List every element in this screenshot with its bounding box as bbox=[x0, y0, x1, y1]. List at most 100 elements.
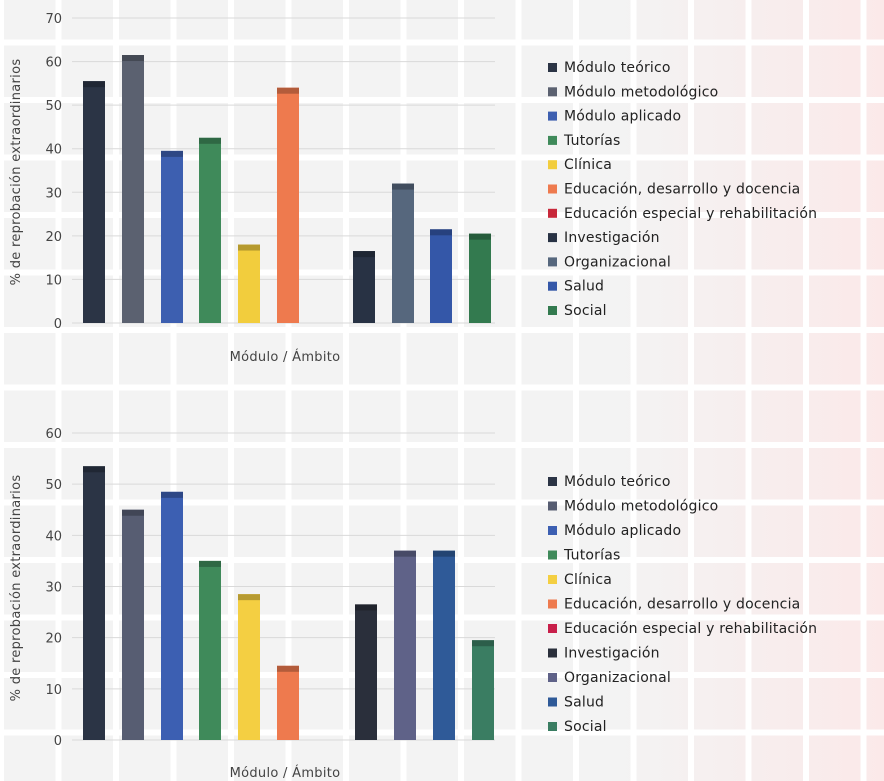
chart2-legend-label: Clínica bbox=[564, 572, 612, 588]
chart2-bar-cap bbox=[355, 604, 377, 611]
chart2-bar-cap bbox=[433, 550, 455, 557]
chart2-y-tick-label: 0 bbox=[54, 734, 62, 749]
chart1-legend-swatch bbox=[548, 306, 557, 315]
chart1-y-tick-label: 50 bbox=[45, 99, 62, 114]
chart2-bar-cap bbox=[122, 509, 144, 516]
chart1-legend-label: Módulo metodológico bbox=[564, 84, 718, 100]
chart2-bar-cap bbox=[394, 550, 416, 557]
chart2-legend-label: Educación especial y rehabilitación bbox=[564, 621, 817, 637]
chart2-bar bbox=[83, 466, 105, 740]
chart1-bar bbox=[392, 183, 414, 323]
chart2-legend-swatch bbox=[548, 599, 557, 609]
chart1-y-tick-label: 10 bbox=[45, 273, 62, 288]
chart1-legend-label: Módulo teórico bbox=[564, 60, 671, 76]
chart2-legend-label: Salud bbox=[564, 695, 604, 711]
chart2-legend-swatch bbox=[548, 648, 557, 658]
chart2-bar-cap bbox=[161, 491, 183, 498]
chart1-bar bbox=[430, 229, 452, 323]
chart1-bar bbox=[83, 81, 105, 323]
chart1-legend-swatch bbox=[548, 63, 557, 72]
chart1-bar-cap bbox=[83, 81, 105, 88]
chart1-legend-label: Salud bbox=[564, 279, 604, 295]
chart2-y-tick-label: 20 bbox=[45, 632, 62, 647]
chart1-legend-label: Clínica bbox=[564, 157, 612, 173]
chart2-x-axis-title: Módulo / Ámbito bbox=[230, 765, 341, 781]
chart2-bar-cap bbox=[238, 594, 260, 601]
chart2-y-tick-label: 10 bbox=[45, 683, 62, 698]
chart2-bar bbox=[199, 560, 221, 740]
chart2-bar-cap bbox=[277, 665, 299, 672]
chart2-bar bbox=[122, 509, 144, 740]
chart1-bar-cap bbox=[469, 233, 491, 240]
chart1-bar-cap bbox=[199, 137, 221, 144]
chart2-legend-label: Investigación bbox=[564, 646, 660, 662]
chart2-legend-swatch bbox=[548, 501, 557, 511]
chart2-legend-swatch bbox=[548, 697, 557, 707]
chart2-bar bbox=[238, 594, 260, 740]
chart2-bar bbox=[355, 604, 377, 740]
chart2-legend-label: Tutorías bbox=[563, 548, 620, 564]
chart1-legend-label: Investigación bbox=[564, 230, 660, 246]
chart2-legend-label: Educación, desarrollo y docencia bbox=[564, 597, 800, 613]
chart2-legend-swatch bbox=[548, 477, 557, 486]
chart1-bar bbox=[122, 55, 144, 324]
chart2-bar-cap bbox=[472, 640, 494, 647]
chart1-bar bbox=[353, 251, 375, 323]
chart1-legend-swatch bbox=[548, 87, 557, 97]
chart2-legend-label: Módulo metodológico bbox=[564, 499, 718, 515]
chart1-legend-swatch bbox=[548, 233, 557, 243]
chart1-legend-swatch bbox=[548, 281, 557, 291]
chart2-bar-cap bbox=[199, 560, 221, 567]
chart1-legend-label: Educación especial y rehabilitación bbox=[564, 206, 817, 222]
chart2-legend-swatch bbox=[548, 550, 557, 560]
chart1-legend-label: Organizacional bbox=[564, 254, 671, 270]
chart1-legend-swatch bbox=[548, 257, 557, 267]
chart2-legend-label: Social bbox=[564, 719, 607, 735]
chart2-legend-label: Organizacional bbox=[564, 670, 671, 686]
chart1-y-tick-label: 40 bbox=[45, 143, 62, 158]
chart2-legend-swatch bbox=[548, 722, 557, 731]
chart1-legend-swatch bbox=[548, 184, 557, 194]
chart1-y-tick-label: 60 bbox=[45, 56, 62, 71]
chart1-bar-cap bbox=[161, 150, 183, 157]
chart1-bar-cap bbox=[392, 183, 414, 190]
chart1-legend-swatch bbox=[548, 208, 557, 218]
chart1-legend-label: Módulo aplicado bbox=[564, 109, 681, 125]
chart1-y-tick-label: 70 bbox=[45, 12, 62, 27]
chart2-legend-swatch bbox=[548, 673, 557, 682]
chart2-y-tick-label: 50 bbox=[45, 478, 62, 493]
chart2-y-tick-label: 40 bbox=[45, 529, 62, 544]
chart1-bar-cap bbox=[277, 87, 299, 94]
chart2-y-tick-label: 60 bbox=[45, 427, 62, 442]
chart1-legend-swatch bbox=[548, 111, 557, 121]
chart2-legend-swatch bbox=[548, 624, 557, 633]
chart1-bar bbox=[469, 233, 491, 323]
chart2-bar bbox=[394, 550, 416, 740]
chart1-x-axis-title: Módulo / Ámbito bbox=[230, 349, 341, 365]
chart1-bar bbox=[277, 87, 299, 323]
chart1-legend-swatch bbox=[548, 135, 557, 145]
chart2-legend-label: Módulo aplicado bbox=[564, 523, 681, 539]
chart1-bar-cap bbox=[238, 244, 260, 251]
chart2-y-axis-title: % de reprobación extraordinarios bbox=[9, 475, 24, 702]
chart1-y-tick-label: 0 bbox=[54, 317, 62, 332]
chart1-bar-cap bbox=[430, 229, 452, 236]
chart1-bar-cap bbox=[353, 251, 375, 258]
chart1-y-tick-label: 20 bbox=[45, 230, 62, 245]
chart2-legend-label: Módulo teórico bbox=[564, 474, 671, 490]
chart1-legend-label: Tutorías bbox=[563, 133, 620, 149]
chart2-y-tick-label: 30 bbox=[45, 581, 62, 596]
chart1-bar-cap bbox=[122, 55, 144, 62]
chart1-bar bbox=[238, 244, 260, 323]
chart2-bar bbox=[161, 491, 183, 740]
chart2-bar bbox=[433, 550, 455, 740]
chart1-bar bbox=[161, 150, 183, 323]
chart2-bar-cap bbox=[83, 466, 105, 473]
chart1-bar bbox=[199, 137, 221, 323]
chart1-y-tick-label: 30 bbox=[45, 186, 62, 201]
chart2-legend-swatch bbox=[548, 526, 557, 535]
chart1-legend-label: Educación, desarrollo y docencia bbox=[564, 182, 800, 198]
chart2-bar bbox=[277, 665, 299, 740]
chart1-y-axis-title: % de reprobación extraordinarios bbox=[9, 59, 24, 286]
